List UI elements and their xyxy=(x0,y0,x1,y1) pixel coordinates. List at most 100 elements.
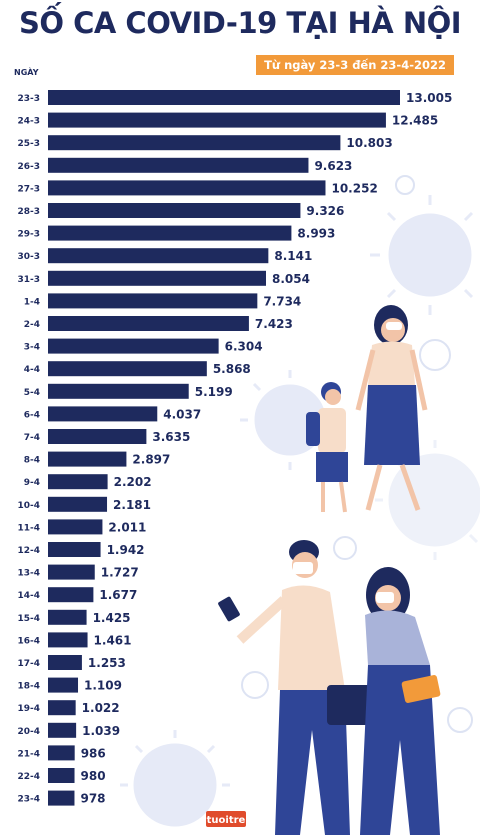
bar xyxy=(48,429,147,444)
category-label: 27-3 xyxy=(17,184,40,194)
category-label: 11-4 xyxy=(17,523,40,533)
category-label: 1-4 xyxy=(24,297,40,307)
category-label: 12-4 xyxy=(17,546,40,556)
bar xyxy=(48,361,207,377)
bar xyxy=(48,338,219,354)
bar xyxy=(48,632,88,648)
bar xyxy=(48,722,77,738)
value-label: 1.109 xyxy=(84,679,122,693)
bar xyxy=(48,383,189,399)
date-range-badge: Từ ngày 23-3 đến 23-4-2022 xyxy=(256,55,454,75)
value-label: 12.485 xyxy=(392,114,438,128)
virus-icon xyxy=(241,175,473,733)
category-label: 3-4 xyxy=(24,343,40,353)
value-label: 7.734 xyxy=(263,294,301,308)
category-label: 21-4 xyxy=(17,749,40,759)
category-label: 5-4 xyxy=(24,388,40,398)
category-label: 25-3 xyxy=(17,139,40,149)
virus-icon xyxy=(120,730,230,827)
category-label: 9-4 xyxy=(24,478,40,488)
category-label: 13-4 xyxy=(17,569,40,579)
bar xyxy=(48,112,386,128)
category-label: 16-4 xyxy=(17,636,40,646)
value-label: 8.141 xyxy=(274,249,312,263)
value-label: 1.253 xyxy=(88,656,126,670)
virus-icon xyxy=(370,195,474,315)
value-label: 1.425 xyxy=(93,611,131,625)
bar xyxy=(48,519,103,535)
woman-purse-illustration xyxy=(360,567,441,835)
value-label: 2.897 xyxy=(132,453,170,467)
bar xyxy=(48,564,95,580)
category-label: 30-3 xyxy=(17,252,40,262)
category-label: 24-3 xyxy=(17,117,40,127)
category-label: 19-4 xyxy=(17,704,40,714)
bar xyxy=(48,248,269,264)
category-label: 31-3 xyxy=(17,275,40,285)
virus-icon xyxy=(375,440,480,560)
chart-title: SỐ CA COVID-19 TẠI HÀ NỘI xyxy=(18,6,462,40)
value-label: 2.202 xyxy=(114,475,152,489)
category-label: 22-4 xyxy=(17,772,40,782)
value-label: 5.868 xyxy=(213,362,251,376)
value-label: 10.803 xyxy=(346,136,392,150)
category-label: 8-4 xyxy=(24,456,40,466)
bar xyxy=(48,180,326,196)
y-axis-label: NGÀY xyxy=(14,68,39,77)
bar xyxy=(48,90,400,105)
bar xyxy=(48,542,101,557)
category-label: 29-3 xyxy=(17,230,40,240)
bar xyxy=(48,451,127,467)
category-label: 23-4 xyxy=(17,795,40,805)
bar xyxy=(48,745,75,761)
bar xyxy=(48,270,266,286)
bar xyxy=(48,406,158,422)
tuoitre-logo: tuoitre xyxy=(206,811,246,827)
value-label: 9.326 xyxy=(306,204,344,218)
value-label: 1.942 xyxy=(107,543,145,557)
value-label: 3.635 xyxy=(152,430,190,444)
category-label: 6-4 xyxy=(24,410,40,420)
category-label: 28-3 xyxy=(17,207,40,217)
bar xyxy=(48,768,75,783)
bar xyxy=(48,474,108,490)
category-label: 7-4 xyxy=(24,433,40,443)
svg-text:tuoitre: tuoitre xyxy=(207,815,246,826)
value-label: 986 xyxy=(81,746,106,760)
bar xyxy=(48,293,258,309)
bar xyxy=(48,157,309,173)
bar xyxy=(48,700,76,716)
value-label: 10.252 xyxy=(331,181,377,195)
bar xyxy=(48,203,301,218)
value-label: 1.039 xyxy=(82,724,120,738)
bar xyxy=(48,135,341,151)
bar xyxy=(48,316,249,331)
value-label: 6.304 xyxy=(225,340,263,354)
bar xyxy=(48,609,87,625)
category-label: 10-4 xyxy=(17,501,40,511)
value-label: 1.022 xyxy=(82,701,120,715)
category-label: 23-3 xyxy=(17,94,40,104)
child-illustration xyxy=(306,382,348,513)
woman-illustration xyxy=(355,305,428,511)
bar xyxy=(48,587,94,603)
bar xyxy=(48,225,292,241)
value-label: 1.677 xyxy=(99,588,137,602)
value-label: 2.011 xyxy=(108,520,146,534)
category-label: 14-4 xyxy=(17,591,40,601)
value-label: 5.199 xyxy=(195,385,233,399)
value-label: 1.727 xyxy=(101,566,139,580)
value-label: 1.461 xyxy=(94,633,132,647)
value-label: 2.181 xyxy=(113,498,151,512)
bar xyxy=(48,496,108,512)
category-label: 4-4 xyxy=(24,365,40,375)
value-label: 9.623 xyxy=(314,159,352,173)
value-label: 7.423 xyxy=(255,317,293,331)
category-label: 26-3 xyxy=(17,162,40,172)
value-label: 4.037 xyxy=(163,407,201,421)
value-label: 8.993 xyxy=(297,227,335,241)
category-label: 15-4 xyxy=(17,614,40,624)
